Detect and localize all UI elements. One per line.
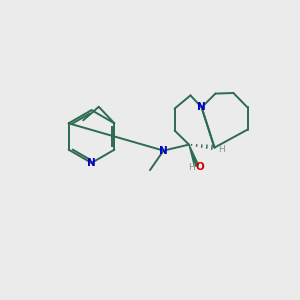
Text: N: N — [159, 146, 168, 156]
Text: N: N — [87, 158, 96, 168]
Text: H: H — [218, 145, 225, 154]
Text: O: O — [196, 162, 205, 172]
Text: H: H — [188, 163, 195, 172]
Polygon shape — [189, 145, 199, 166]
Text: N: N — [197, 102, 206, 112]
